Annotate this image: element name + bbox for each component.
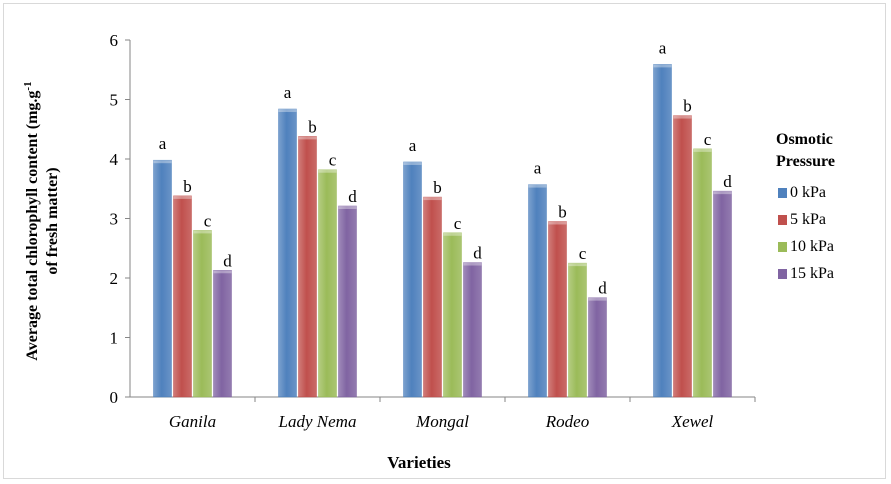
bar-highlight: [403, 161, 422, 165]
bar: [153, 159, 172, 398]
bar-annotation: a: [284, 83, 292, 102]
bar-highlight: [463, 262, 482, 266]
bar-annotation: d: [598, 279, 607, 298]
legend-items: 0 kPa 5 kPa 10 kPa 15 kPa: [776, 179, 886, 287]
bar-highlight: [193, 230, 212, 234]
y-tick-label: 6: [110, 31, 119, 50]
legend-label: 10 kPa: [790, 237, 834, 255]
bar: [213, 270, 232, 398]
bar-annotation: b: [683, 97, 692, 116]
bar-annotation: a: [409, 136, 417, 155]
bar-annotation: d: [723, 172, 732, 191]
bar: [278, 108, 297, 398]
y-tick-label: 0: [110, 388, 119, 407]
bar-annotation: c: [704, 130, 712, 149]
y-tick-label: 3: [110, 210, 119, 229]
bar-highlight: [568, 263, 587, 267]
y-axis-title-line2: of fresh matter): [44, 167, 61, 274]
legend-item: 0 kPa: [776, 179, 886, 206]
bar-highlight: [338, 206, 357, 210]
bar-annotation: d: [348, 187, 357, 206]
x-tick-label: Ganila: [169, 412, 216, 431]
bar-highlight: [213, 270, 232, 274]
bar: [713, 190, 732, 398]
bar: [318, 169, 337, 398]
legend-label: 0 kPa: [790, 183, 826, 201]
bar: [443, 232, 462, 398]
legend-item: 10 kPa: [776, 233, 886, 260]
x-tick-label: Lady Nema: [278, 412, 357, 431]
bar-annotation: b: [183, 177, 192, 196]
bar-highlight: [153, 160, 172, 164]
bar-annotation: b: [308, 117, 317, 136]
bar-annotation: b: [558, 202, 567, 221]
bar-annotation: d: [223, 251, 232, 270]
legend-item: 15 kPa: [776, 260, 886, 287]
bar: [173, 195, 192, 398]
bar: [403, 161, 422, 398]
y-tick-label: 2: [110, 269, 119, 288]
x-tick-label: Mongal: [415, 412, 469, 431]
x-tick-label: Xewel: [671, 412, 714, 431]
bar: [673, 115, 692, 398]
bar: [568, 262, 587, 398]
y-axis-title-line1: Average total chlorophyll content (mg.g-…: [22, 81, 41, 360]
legend-swatch: [778, 187, 787, 198]
bar-highlight: [588, 297, 607, 301]
y-axis-title-main: Average total chlorophyll content (mg.g: [24, 91, 41, 361]
legend-title: Osmotic Pressure: [776, 131, 835, 170]
bar-highlight: [693, 148, 712, 152]
bar: [338, 205, 357, 398]
bar: [298, 136, 317, 398]
bar-annotation: b: [433, 178, 442, 197]
bar-highlight: [528, 184, 547, 188]
bar-highlight: [423, 197, 442, 201]
bars: [153, 64, 732, 398]
y-axis-title-superscript: -1: [22, 81, 34, 90]
bar: [693, 148, 712, 398]
legend-label: 5 kPa: [790, 210, 826, 228]
legend-label: 15 kPa: [790, 264, 834, 282]
legend-item: 5 kPa: [776, 206, 886, 233]
bar-highlight: [278, 109, 297, 113]
bar-annotation: a: [659, 38, 667, 57]
bar-annotation: d: [473, 244, 482, 263]
bar-highlight: [318, 169, 337, 173]
bar: [423, 196, 442, 398]
bar: [548, 221, 567, 398]
x-tick-label: Rodeo: [545, 412, 589, 431]
legend-swatch: [778, 268, 787, 279]
bar-annotation: c: [204, 211, 212, 230]
bar-highlight: [713, 191, 732, 195]
axes: 0 1 2 3 4 5 6 Ganila Lady Nema Mongal Rodeo Xewel: [110, 31, 756, 431]
bar-highlight: [653, 64, 672, 68]
legend-swatch: [778, 241, 787, 252]
bar: [463, 262, 482, 398]
bar-annotation: c: [329, 151, 337, 170]
x-axis-title: Varieties: [387, 453, 451, 472]
bar: [588, 297, 607, 398]
bar: [528, 184, 547, 398]
bar-highlight: [673, 115, 692, 119]
y-tick-label: 5: [110, 91, 119, 110]
y-tick-label: 1: [110, 329, 119, 348]
bar-highlight: [298, 136, 317, 140]
bar: [193, 230, 212, 398]
legend-swatch: [778, 214, 787, 225]
bar-annotation: c: [579, 244, 587, 263]
bar-highlight: [548, 221, 567, 225]
bar-annotation: c: [454, 214, 462, 233]
bar-annotation: a: [534, 159, 542, 178]
bar-highlight: [173, 195, 192, 199]
bar-annotation: a: [159, 134, 167, 153]
y-tick-label: 4: [110, 150, 119, 169]
legend: Osmotic Pressure 0 kPa 5 kPa 10 kPa 15 kPa: [776, 129, 886, 287]
bar: [653, 64, 672, 398]
bar-highlight: [443, 232, 462, 236]
